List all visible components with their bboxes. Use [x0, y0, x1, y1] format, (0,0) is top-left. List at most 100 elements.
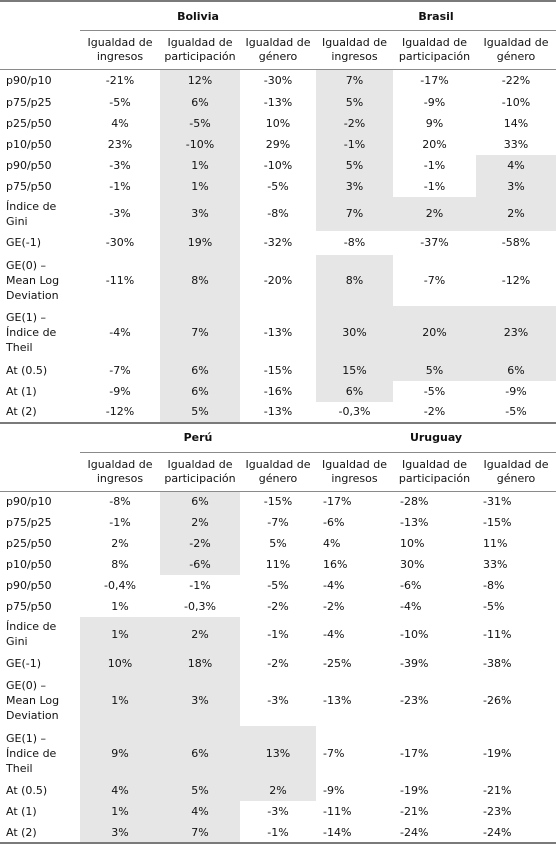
value-cell: -11%: [483, 627, 512, 641]
value-cell: 7%: [316, 196, 394, 231]
column-header: Igualdad de ingresos: [80, 30, 160, 70]
value-cell: -6%: [323, 516, 345, 529]
value-cell: 4%: [111, 116, 129, 130]
value-cell: -1%: [423, 158, 446, 172]
value-cell: 23%: [107, 137, 133, 151]
value-cell: -4%: [109, 326, 131, 339]
row-label: p90/p50: [6, 158, 52, 172]
table-row: At (0.5) 4% 5% 2% -9% -19% -21%: [0, 780, 556, 801]
table-row: p75/p25 -1% 2% -7% -6% -13% -15%: [0, 512, 556, 533]
value-cell: -5%: [483, 600, 505, 613]
value-cell: -8%: [109, 495, 131, 509]
value-cell: 5%: [393, 359, 477, 381]
value-cell: -13%: [240, 401, 317, 424]
value-cell: 13%: [240, 726, 317, 780]
value-cell: 4%: [323, 537, 341, 550]
value-cell: -3%: [267, 694, 289, 707]
value-cell: 4%: [160, 801, 240, 822]
header-blank: [0, 0, 80, 31]
value-cell: 5%: [160, 401, 240, 424]
row-label: p75/p50: [6, 179, 52, 193]
value-cell: 20%: [422, 137, 447, 151]
value-cell: -5%: [109, 95, 131, 109]
row-label: At (1): [6, 805, 37, 818]
value-cell: -10%: [263, 158, 293, 172]
value-cell: -15%: [263, 363, 293, 377]
value-cell: -2%: [323, 600, 345, 613]
value-cell: -10%: [501, 95, 531, 109]
value-cell: -15%: [483, 516, 512, 529]
header-blank: [0, 452, 80, 492]
value-cell: -32%: [263, 236, 293, 249]
country-header-row: Bolivia Brasil: [0, 0, 556, 31]
value-cell: -1%: [189, 579, 211, 592]
table-row: At (2) 3% 7% -1% -14% -24% -24%: [0, 822, 556, 844]
value-cell: 7%: [316, 69, 394, 92]
value-cell: -5%: [267, 579, 289, 592]
table-row: p90/p50 -0,4% -1% -5% -4% -6% -8%: [0, 575, 556, 596]
row-label: p90/p10: [6, 495, 52, 509]
value-cell: 8%: [111, 558, 129, 571]
value-cell: -25%: [323, 656, 352, 670]
value-cell: -2%: [393, 401, 477, 424]
value-cell: -24%: [476, 822, 556, 844]
value-cell: 16%: [323, 558, 348, 571]
value-cell: 10%: [400, 537, 425, 550]
table-row: p90/p10 -8% 6% -15% -17% -28% -31%: [0, 491, 556, 512]
value-cell: -7%: [109, 363, 131, 377]
value-cell: -2%: [160, 533, 240, 554]
value-cell: 11%: [483, 537, 508, 550]
column-header: Igualdad de género: [240, 451, 317, 492]
table-row: p90/p50 -3% 1% -10% 5% -1% 4%: [0, 154, 556, 176]
value-cell: 2%: [393, 196, 477, 231]
table-row: Índice de Gini -3% 3% -8% 7% 2% 2%: [0, 196, 556, 231]
row-label: GE(-1): [6, 656, 42, 670]
value-cell: -5%: [423, 384, 446, 398]
value-cell: 6%: [160, 380, 240, 402]
value-cell: -5%: [476, 401, 556, 424]
value-cell: -9%: [423, 95, 446, 109]
value-cell: 3%: [316, 175, 394, 197]
value-cell: -37%: [420, 236, 449, 249]
table-row: p75/p25 -5% 6% -13% 5% -9% -10%: [0, 91, 556, 113]
value-cell: 3%: [160, 196, 240, 231]
value-cell: -4%: [323, 579, 345, 592]
table-row: GE(1) – Índice de Theil -4% 7% -13% 30% 20% 23…: [0, 305, 556, 360]
value-cell: 19%: [160, 230, 240, 255]
value-cell: -3%: [109, 207, 131, 220]
value-cell: -19%: [400, 784, 429, 797]
value-cell: -7%: [267, 516, 289, 529]
row-label: p75/p25: [6, 516, 52, 529]
value-cell: 8%: [160, 254, 240, 306]
row-label: GE(0) – Mean Log Deviation: [6, 679, 60, 722]
value-cell: -10%: [160, 133, 240, 155]
column-header: Igualdad de participación: [393, 451, 477, 492]
value-cell: 6%: [160, 359, 240, 381]
value-cell: -10%: [400, 627, 429, 641]
value-cell: -6%: [160, 554, 240, 575]
value-cell: -15%: [263, 495, 293, 509]
value-cell: 33%: [483, 558, 508, 571]
value-cell: 8%: [316, 254, 394, 306]
column-header: Igualdad de participación: [160, 30, 240, 70]
row-label: p75/p50: [6, 600, 52, 613]
row-label: At (0.5): [6, 363, 48, 377]
value-cell: -23%: [483, 805, 512, 818]
table-row: p90/p10 -21% 12% -30% 7% -17% -22%: [0, 69, 556, 92]
column-header: Igualdad de género: [476, 451, 556, 492]
value-cell: -21%: [483, 784, 512, 797]
value-cell: 2%: [240, 780, 317, 801]
country-header: Uruguay: [316, 421, 556, 452]
value-cell: -1%: [109, 516, 131, 529]
value-cell: -22%: [501, 74, 531, 88]
table-row: GE(-1) -30% 19% -32% -8% -37% -58%: [0, 230, 556, 255]
value-cell: -20%: [263, 273, 293, 287]
value-cell: 5%: [316, 91, 394, 113]
value-cell: 23%: [476, 305, 556, 360]
row-label: Índice de Gini: [6, 620, 57, 648]
value-cell: -9%: [323, 784, 345, 797]
table-row: p25/p50 4% -5% 10% -2% 9% 14%: [0, 112, 556, 134]
value-cell: 10%: [80, 651, 160, 675]
value-cell: -8%: [267, 207, 289, 220]
value-cell: -6%: [400, 579, 422, 592]
